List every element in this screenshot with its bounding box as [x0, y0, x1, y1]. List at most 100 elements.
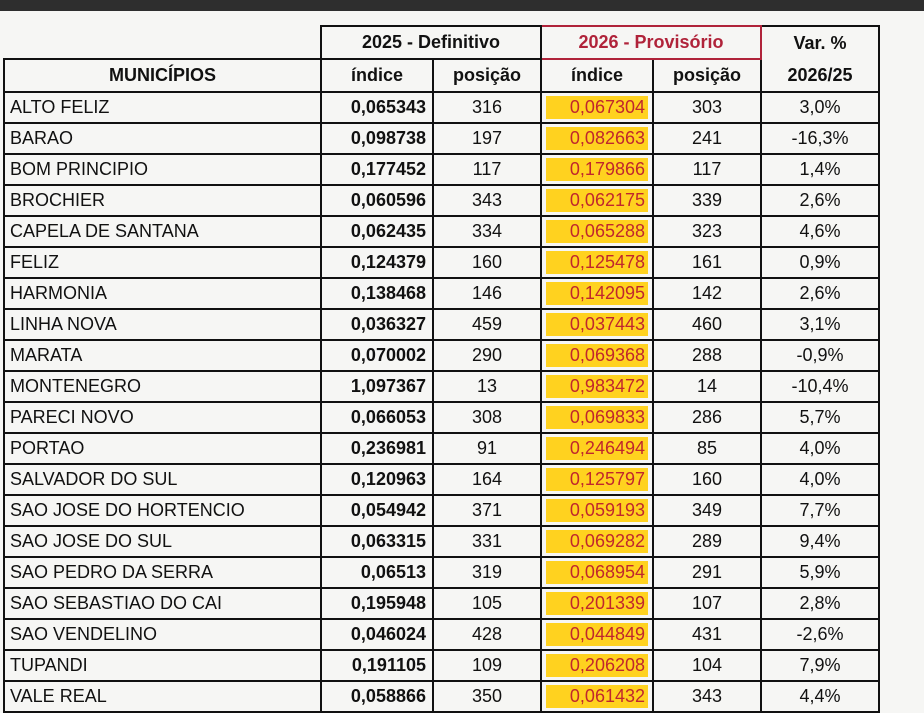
position-2026: 161: [652, 246, 762, 279]
var-header: Var. % 2026/25: [760, 25, 880, 93]
municipality: LINHA NOVA: [3, 308, 322, 341]
municipality: SAO JOSE DO SUL: [3, 525, 322, 558]
column-header: posição: [652, 58, 762, 93]
index-2026: 0,125797: [546, 468, 648, 491]
index-2026: 0,059193: [546, 499, 648, 522]
index-2026: 0,179866: [546, 158, 648, 181]
variation: 2,6%: [760, 277, 880, 310]
position-2026: 291: [652, 556, 762, 589]
variation: -16,3%: [760, 122, 880, 155]
index-2026-cell: 0,142095: [540, 277, 654, 310]
table-row: PARECI NOVO 0,066053 308 0,069833 286 5,7%: [3, 401, 880, 434]
table-row: HARMONIA 0,138468 146 0,142095 142 2,6%: [3, 277, 880, 310]
position-2025: 105: [432, 587, 542, 620]
variation: 4,6%: [760, 215, 880, 248]
position-2025: 308: [432, 401, 542, 434]
index-2026-cell: 0,059193: [540, 494, 654, 527]
column-header: MUNICÍPIOS: [3, 58, 322, 93]
var-header-line: Var. %: [793, 33, 847, 53]
table-row: SAO PEDRO DA SERRA 0,06513 319 0,068954 291 5…: [3, 556, 880, 589]
variation: 3,1%: [760, 308, 880, 341]
index-2025: 0,066053: [320, 401, 434, 434]
index-2025: 0,060596: [320, 184, 434, 217]
variation: -10,4%: [760, 370, 880, 403]
municipality: PORTAO: [3, 432, 322, 465]
index-2026-cell: 0,069368: [540, 339, 654, 372]
position-2026: 160: [652, 463, 762, 496]
position-2025: 350: [432, 680, 542, 713]
index-2025: 0,058866: [320, 680, 434, 713]
index-2026-cell: 0,179866: [540, 153, 654, 186]
position-2026: 85: [652, 432, 762, 465]
variation: 4,0%: [760, 432, 880, 465]
index-2025: 0,120963: [320, 463, 434, 496]
index-2026-cell: 0,061432: [540, 680, 654, 713]
position-2026: 117: [652, 153, 762, 186]
variation: 3,0%: [760, 91, 880, 124]
index-2026: 0,067304: [546, 96, 648, 119]
index-2026-cell: 0,065288: [540, 215, 654, 248]
index-2026-cell: 0,983472: [540, 370, 654, 403]
position-2025: 334: [432, 215, 542, 248]
column-header: índice: [540, 58, 654, 93]
position-2025: 146: [432, 277, 542, 310]
position-2025: 109: [432, 649, 542, 682]
index-2026: 0,125478: [546, 251, 648, 274]
position-2026: 343: [652, 680, 762, 713]
variation: 2,6%: [760, 184, 880, 217]
municipality: SAO SEBASTIAO DO CAI: [3, 587, 322, 620]
table-row: TUPANDI 0,191105 109 0,206208 104 7,9%: [3, 649, 880, 682]
index-2026: 0,069282: [546, 530, 648, 553]
table-row: FELIZ 0,124379 160 0,125478 161 0,9%: [3, 246, 880, 279]
index-2026-cell: 0,201339: [540, 587, 654, 620]
position-2025: 331: [432, 525, 542, 558]
variation: 4,4%: [760, 680, 880, 713]
municipality: FELIZ: [3, 246, 322, 279]
table-row: VALE REAL 0,058866 350 0,061432 343 4,4%: [3, 680, 880, 713]
position-2025: 197: [432, 122, 542, 155]
municipality: TUPANDI: [3, 649, 322, 682]
index-2026-cell: 0,206208: [540, 649, 654, 682]
position-2025: 319: [432, 556, 542, 589]
position-2026: 142: [652, 277, 762, 310]
index-2026-cell: 0,067304: [540, 91, 654, 124]
index-2025: 0,054942: [320, 494, 434, 527]
variation: 2,8%: [760, 587, 880, 620]
position-2025: 371: [432, 494, 542, 527]
position-2025: 117: [432, 153, 542, 186]
index-2026: 0,069368: [546, 344, 648, 367]
position-2026: 460: [652, 308, 762, 341]
table: 2025 - Definitivo 2026 - Provisório Var.…: [3, 25, 880, 713]
municipality: MARATA: [3, 339, 322, 372]
table-row: MARATA 0,070002 290 0,069368 288 -0,9%: [3, 339, 880, 372]
position-2025: 160: [432, 246, 542, 279]
position-2025: 91: [432, 432, 542, 465]
table-row: PORTAO 0,236981 91 0,246494 85 4,0%: [3, 432, 880, 465]
index-2026: 0,246494: [546, 437, 648, 460]
position-2026: 286: [652, 401, 762, 434]
column-header: posição: [432, 58, 542, 93]
index-2026-cell: 0,068954: [540, 556, 654, 589]
table-row: BROCHIER 0,060596 343 0,062175 339 2,6%: [3, 184, 880, 217]
index-2026-cell: 0,125797: [540, 463, 654, 496]
municipality: SAO PEDRO DA SERRA: [3, 556, 322, 589]
table-row: ALTO FELIZ 0,065343 316 0,067304 303 3,0%: [3, 91, 880, 124]
index-2025: 0,046024: [320, 618, 434, 651]
index-2026: 0,983472: [546, 375, 648, 398]
variation: 4,0%: [760, 463, 880, 496]
table-row: BARAO 0,098738 197 0,082663 241 -16,3%: [3, 122, 880, 155]
index-2026: 0,037443: [546, 313, 648, 336]
variation: 5,9%: [760, 556, 880, 589]
variation: 5,7%: [760, 401, 880, 434]
position-2025: 290: [432, 339, 542, 372]
index-2026-cell: 0,082663: [540, 122, 654, 155]
table-row: SAO VENDELINO 0,046024 428 0,044849 431 -2,6%: [3, 618, 880, 651]
group-header: 2025 - Definitivo: [320, 25, 542, 60]
position-2025: 459: [432, 308, 542, 341]
variation: 7,7%: [760, 494, 880, 527]
municipality: BARAO: [3, 122, 322, 155]
index-2026: 0,142095: [546, 282, 648, 305]
position-2026: 104: [652, 649, 762, 682]
index-2026-cell: 0,044849: [540, 618, 654, 651]
